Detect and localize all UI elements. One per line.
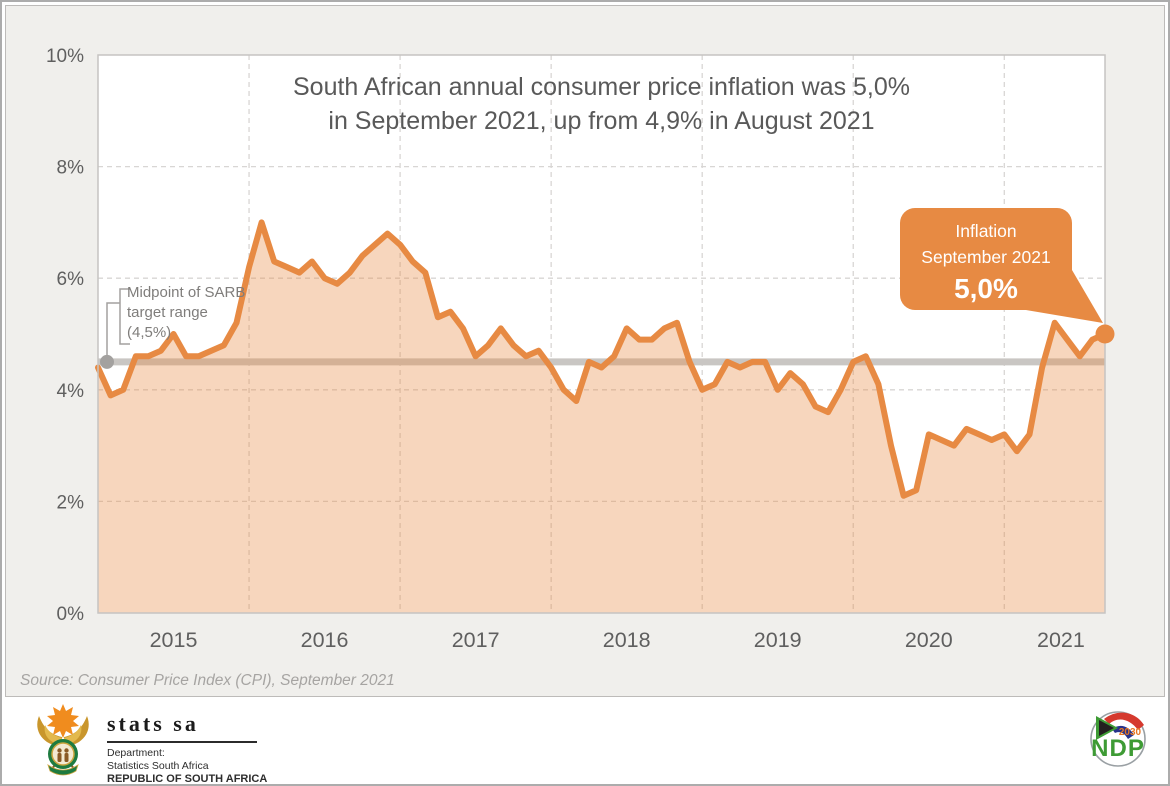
statssa-dept-line3: REPUBLIC OF SOUTH AFRICA (107, 773, 268, 785)
y-axis-label: 0% (57, 604, 85, 625)
callout-text: September 2021 (921, 247, 1050, 267)
source-note: Source: Consumer Price Index (CPI), Sept… (20, 672, 395, 689)
statssa-wordmark: stats sa (107, 711, 257, 743)
callout-text: Inflation (955, 221, 1016, 241)
callout-bubble (900, 208, 1072, 310)
statssa-text-block: stats sa Department: Statistics South Af… (107, 703, 268, 785)
x-axis-label: 2021 (1037, 628, 1085, 652)
annotation-bracket (119, 288, 130, 345)
x-axis-label: 2018 (603, 628, 651, 652)
ndp-year-text: 2030 (1119, 727, 1142, 738)
x-axis-label: 2020 (905, 628, 953, 652)
callout-text: 5,0% (954, 273, 1018, 304)
y-axis-label: 4% (57, 381, 85, 402)
ndp-2030-icon: 2030 NDP (1090, 711, 1146, 767)
annotation-label: target range (127, 304, 208, 321)
coat-of-arms-icon (37, 704, 89, 776)
plot-background (98, 55, 1105, 613)
x-axis-label: 2019 (754, 628, 802, 652)
y-axis-label: 2% (57, 492, 85, 513)
endpoint-marker (1095, 324, 1115, 344)
x-axis-label: 2015 (150, 628, 198, 652)
y-axis-label: 6% (57, 269, 85, 290)
annotation-label: (4,5%) (127, 324, 171, 341)
y-axis-label: 8% (57, 158, 85, 179)
chart-card: Midpoint of SARB target range (4,5%) 0% 2% 4%… (5, 5, 1165, 697)
inflation-area-fill (98, 222, 1105, 613)
statssa-dept-line1: Department: (107, 747, 165, 759)
chart-title-line2: in September 2021, up from 4,9% in Augus… (328, 107, 875, 135)
annotation-label: Midpoint of SARB (127, 284, 245, 301)
x-axis-label: 2017 (452, 628, 500, 652)
chart-svg: Midpoint of SARB target range (4,5%) 0% 2% 4%… (46, 46, 1115, 652)
midpoint-marker (100, 354, 114, 369)
annotation-connector (106, 302, 120, 358)
x-axis-label: 2016 (301, 628, 349, 652)
statssa-logo: stats sa Department: Statistics South Af… (31, 703, 268, 785)
chart-title: South African annual consumer price infl… (98, 70, 1105, 138)
ndp-logo: 2030 NDP (1084, 706, 1152, 775)
y-axis-label: 10% (46, 46, 84, 67)
chart-title-line1: South African annual consumer price infl… (292, 73, 911, 101)
sun-glyph (47, 704, 79, 738)
inflation-line (95, 219, 1108, 499)
ndp-acronym-text: NDP (1091, 735, 1145, 762)
footer: stats sa Department: Statistics South Af… (5, 697, 1165, 784)
statssa-dept-line2: Statistics South Africa (107, 760, 209, 772)
